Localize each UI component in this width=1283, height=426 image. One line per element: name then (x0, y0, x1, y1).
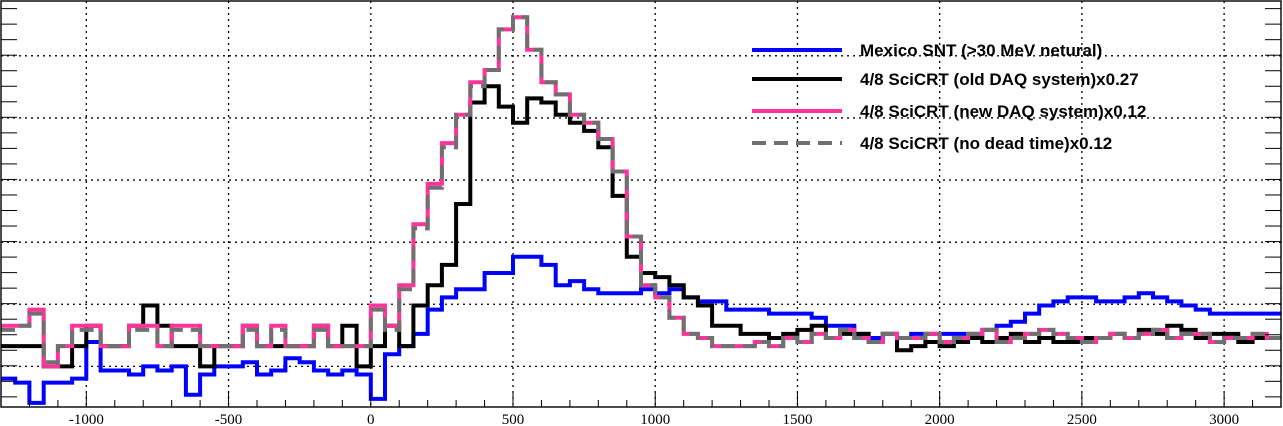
legend-label-0: Mexico SNT (>30 MeV netural) (860, 41, 1102, 60)
legend-label-1: 4/8 SciCRT (old DAQ system)x0.27 (860, 70, 1139, 89)
x-tick-label-8: 3000 (1209, 412, 1239, 426)
legend-label-3: 4/8 SciCRT (no dead time)x0.12 (860, 134, 1112, 153)
grid (1, 1, 1281, 407)
x-tick-label-7: 2500 (1067, 412, 1097, 426)
x-tick-label-0: -1000 (69, 412, 104, 426)
legend: Mexico SNT (>30 MeV netural) 4/8 SciCRT … (752, 41, 1146, 153)
x-tick-label-3: 500 (502, 412, 525, 426)
x-tick-label-4: 1000 (640, 412, 670, 426)
x-tick-label-6: 2000 (925, 412, 955, 426)
x-axis-tick-labels: -1000 -500 0 500 1000 1500 2000 2500 3000 (69, 412, 1239, 426)
axis-ticks (0, 8, 1282, 407)
series-line-0 (1, 254, 1281, 405)
x-tick-label-1: -500 (215, 412, 243, 426)
legend-label-2: 4/8 SciCRT (new DAQ system)x0.12 (860, 102, 1146, 121)
x-tick-label-2: 0 (367, 412, 375, 426)
x-tick-label-5: 1500 (782, 412, 812, 426)
plot-frame (0, 0, 1282, 408)
series-group (1, 15, 1281, 405)
series-line-3 (1, 15, 1281, 365)
